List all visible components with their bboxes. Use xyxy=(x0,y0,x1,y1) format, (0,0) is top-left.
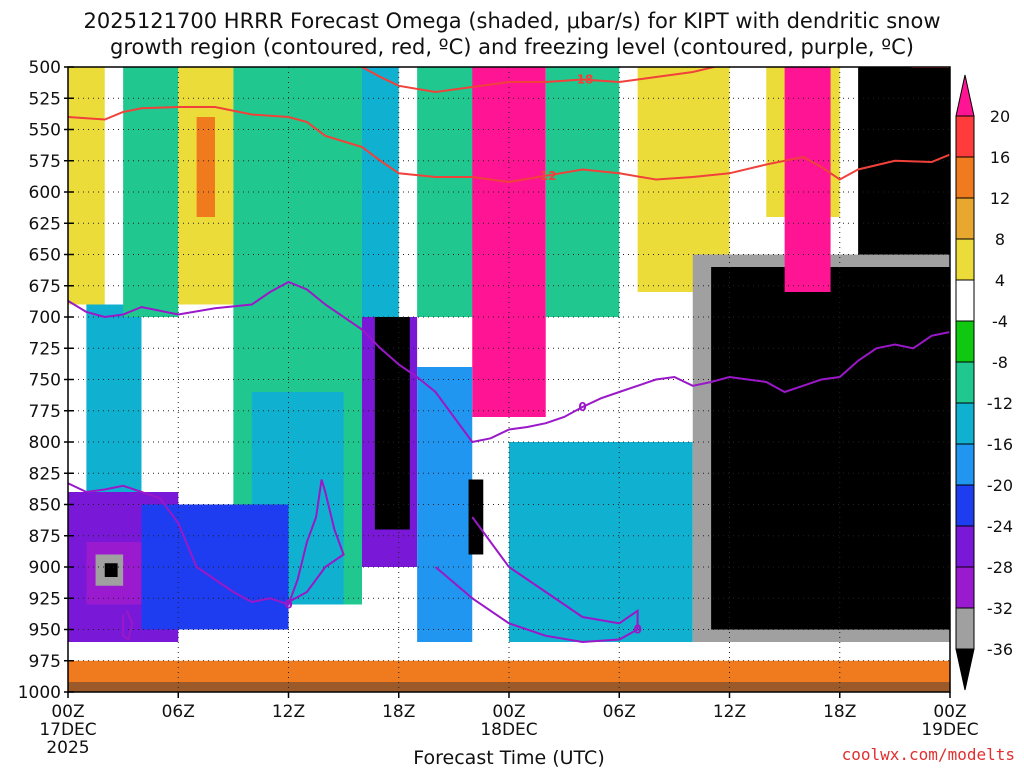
y-tick-label: 1000 xyxy=(18,683,61,703)
colorbar-label: -24 xyxy=(987,517,1013,536)
colorbar-label: -4 xyxy=(992,312,1008,331)
x-tick-label: 19DEC xyxy=(921,720,978,740)
y-tick-label: 950 xyxy=(29,621,61,641)
chart-title: 2025121700 HRRR Forecast Omega (shaded, … xyxy=(0,8,1024,60)
y-axis-ticks: 500 525 550 575 600 625 650 675 700 725 750 775 800 8… xyxy=(18,58,74,703)
y-tick-label: 775 xyxy=(29,402,61,422)
omega-cell xyxy=(123,67,179,317)
title-line-1: 2025121700 HRRR Forecast Omega (shaded, … xyxy=(83,9,941,33)
colorbar-swatch xyxy=(955,320,975,363)
freezing-contour-line xyxy=(68,280,950,444)
x-tick-label: 17DEC xyxy=(39,720,96,740)
dgz-contour-label: -18 xyxy=(572,73,594,87)
colorbar-label: 12 xyxy=(990,189,1010,208)
omega-cell xyxy=(196,117,215,217)
x-tick-label: 2025 xyxy=(46,738,89,758)
freezing-contour-label: 0 xyxy=(284,598,292,612)
contour-lines: -12 -18 0 0 0 xyxy=(68,67,950,644)
x-tick-label: 18DEC xyxy=(480,720,537,740)
colorbar-swatch xyxy=(955,402,975,445)
colorbar-swatch xyxy=(955,361,975,404)
x-tick-label: 18Z xyxy=(382,702,415,722)
colorbar-swatch xyxy=(955,566,975,609)
colorbar-label: -8 xyxy=(992,353,1008,372)
y-tick-label: 975 xyxy=(29,652,61,672)
y-tick-label: 550 xyxy=(29,121,61,141)
colorbar-swatch xyxy=(955,525,975,568)
y-tick-label: 675 xyxy=(29,277,61,297)
freezing-contour-line xyxy=(122,610,134,642)
colorbar-label: -32 xyxy=(987,599,1013,618)
x-tick-label: 00Z xyxy=(51,702,84,722)
y-tick-label: 500 xyxy=(29,58,61,78)
y-tick-label: 650 xyxy=(29,246,61,266)
x-tick-label: 12Z xyxy=(272,702,305,722)
y-tick-label: 925 xyxy=(29,589,61,609)
x-tick-label: 00Z xyxy=(933,702,966,722)
y-tick-label: 850 xyxy=(29,496,61,516)
y-tick-label: 700 xyxy=(29,308,61,328)
colorbar-label: -16 xyxy=(987,435,1013,454)
colorbar-swatch xyxy=(955,156,975,199)
x-tick-label: 06Z xyxy=(603,702,636,722)
x-tick-label: 06Z xyxy=(162,702,195,722)
colorbar-label: 16 xyxy=(990,148,1010,167)
colorbar-label: 8 xyxy=(995,230,1005,249)
colorbar-swatch xyxy=(955,279,975,322)
omega-cell xyxy=(86,304,142,505)
y-tick-label: 750 xyxy=(29,371,61,391)
freezing-contour-label: 0 xyxy=(633,623,641,637)
omega-cell xyxy=(711,267,950,630)
colorbar-swatch xyxy=(955,484,975,527)
freezing-contour-line xyxy=(68,479,345,606)
omega-cell xyxy=(468,479,484,555)
y-tick-label: 575 xyxy=(29,152,61,172)
y-tick-label: 625 xyxy=(29,214,61,234)
freezing-contour-line xyxy=(434,516,639,644)
dgz-contour-label: -12 xyxy=(535,169,557,183)
colorbar-label: -20 xyxy=(987,476,1013,495)
colorbar-label: -36 xyxy=(987,640,1013,659)
y-tick-label: 875 xyxy=(29,527,61,547)
colorbar-label: 4 xyxy=(995,271,1005,290)
credit-text: coolwx.com/modelts xyxy=(842,745,1015,764)
colorbar-swatch xyxy=(955,197,975,240)
colorbar-swatch xyxy=(955,115,975,158)
omega-cell xyxy=(104,563,118,577)
dgz-contour-line xyxy=(68,106,950,184)
colorbar-swatch xyxy=(955,648,975,691)
y-tick-label: 725 xyxy=(29,339,61,359)
y-tick-label: 525 xyxy=(29,89,61,109)
y-tick-label: 600 xyxy=(29,183,61,203)
x-axis-label: Forecast Time (UTC) xyxy=(413,747,604,768)
colorbar-label: 20 xyxy=(990,107,1010,126)
omega-cell xyxy=(374,317,410,530)
x-tick-label: 18Z xyxy=(823,702,856,722)
omega-cell xyxy=(68,67,105,305)
x-tick-label: 12Z xyxy=(713,702,746,722)
omega-cell xyxy=(509,442,693,642)
y-tick-label: 825 xyxy=(29,464,61,484)
colorbar-swatch xyxy=(955,74,975,117)
colorbar-label: -12 xyxy=(987,394,1013,413)
title-line-2: growth region (contoured, red, ºC) and f… xyxy=(110,35,914,59)
dgz-contour-line xyxy=(361,67,719,94)
colorbar-swatch xyxy=(955,607,975,650)
omega-cell xyxy=(784,67,831,292)
colorbar: 20 16 12 8 4 -4 -8 -12 -16 -20 -24 -28 -32 -36 xyxy=(955,74,1013,691)
y-tick-label: 800 xyxy=(29,433,61,453)
colorbar-label: -28 xyxy=(987,558,1013,577)
x-tick-label: 00Z xyxy=(492,702,525,722)
colorbar-swatch xyxy=(955,443,975,486)
colorbar-swatch xyxy=(955,238,975,281)
freezing-contour-label: 0 xyxy=(578,400,586,414)
y-tick-label: 900 xyxy=(29,558,61,578)
